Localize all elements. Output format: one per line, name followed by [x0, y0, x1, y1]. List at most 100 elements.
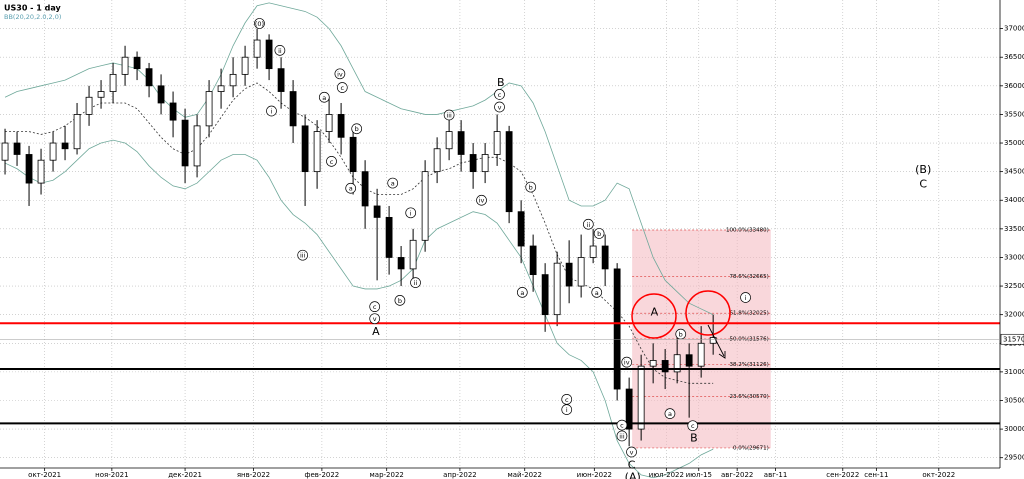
y-tick-label: 34000 — [1004, 196, 1024, 204]
wave-circle — [336, 82, 348, 93]
wave-circle — [369, 313, 381, 325]
wave-circle — [621, 356, 633, 368]
candle-body — [1, 142, 9, 161]
wave-label: c — [498, 91, 502, 99]
candle-body — [625, 388, 633, 430]
wave-label: a — [349, 185, 353, 193]
candle-body — [493, 131, 501, 155]
candle-body — [97, 91, 105, 98]
wave-circle — [525, 181, 537, 193]
candle-body — [49, 142, 57, 161]
wave-circle — [664, 408, 676, 419]
wave-label: A — [372, 325, 380, 338]
price-box — [1000, 333, 1024, 345]
wave-label: a — [391, 180, 395, 188]
candle-body — [337, 114, 345, 138]
candle-body — [589, 245, 597, 258]
y-tick-label: 32500 — [1004, 282, 1024, 290]
x-tick-label: авг-2022 — [721, 471, 753, 479]
wave-label: c — [620, 422, 624, 430]
y-tick-label: 30000 — [1004, 425, 1024, 433]
wave-label: iv — [479, 197, 485, 205]
x-tick-label: апр-2022 — [443, 471, 477, 479]
fib-label: 100.0%(33480) — [726, 227, 769, 233]
fib-label: 38.2%(31126) — [729, 362, 768, 368]
wave-label: C — [919, 178, 927, 191]
wave-circle — [351, 123, 363, 135]
wave-circle — [494, 89, 505, 100]
x-tick-label: окт-2021 — [28, 471, 61, 479]
wave-label: c — [330, 158, 334, 166]
candle-body — [613, 268, 621, 390]
candle-body — [661, 360, 669, 373]
x-tick-label: ноя-2021 — [95, 471, 128, 479]
wave-circle — [254, 18, 265, 29]
wave-circle — [405, 207, 417, 219]
wave-circle — [740, 292, 751, 303]
wave-label: c — [691, 422, 695, 430]
candle-body — [673, 354, 681, 373]
candle-body — [697, 342, 705, 367]
wave-label: A — [651, 305, 659, 318]
wave-label: B — [497, 76, 505, 89]
wave-circle — [369, 301, 381, 313]
indicator-label: BB(20,20,2.0,2,0) — [4, 13, 61, 21]
candle-body — [109, 73, 117, 92]
wave-label: b — [679, 331, 683, 339]
candle-body — [469, 154, 477, 173]
candle-body — [649, 360, 657, 367]
wave-circle — [687, 420, 699, 432]
wave-label: b — [529, 184, 533, 192]
x-tick-label: сен-11 — [864, 471, 888, 479]
candle-body — [61, 142, 69, 150]
wave-label: i — [745, 294, 747, 302]
wave-label: a — [322, 94, 326, 102]
wave-label: B — [690, 432, 698, 445]
y-tick-label: 32000 — [1004, 311, 1024, 319]
candle-body — [157, 85, 165, 104]
wave-circle — [345, 182, 357, 194]
y-tick-label: 35500 — [1004, 110, 1024, 118]
x-tick-label: июн-2022 — [577, 471, 612, 479]
wave-label: ii — [278, 47, 282, 55]
candle-body — [385, 217, 393, 258]
y-tick-label: 36500 — [1004, 53, 1024, 61]
candle-body — [541, 274, 549, 316]
wave-label: iii — [446, 111, 452, 119]
wave-label: v — [498, 103, 502, 111]
wave-circle — [593, 228, 605, 239]
candle-body — [409, 239, 417, 270]
x-tick-label: фев-2022 — [305, 471, 340, 479]
highlight-circle — [631, 293, 677, 339]
candle-body — [145, 68, 153, 87]
y-tick-label: 35000 — [1004, 139, 1024, 147]
y-tick-label: 33000 — [1004, 253, 1024, 261]
candle-body — [205, 91, 213, 127]
candle-body — [349, 136, 357, 173]
wave-circle — [387, 177, 399, 189]
x-tick-label: авг-11 — [764, 471, 788, 479]
candle-body — [73, 114, 81, 150]
candle-body — [685, 354, 693, 367]
candle-body — [421, 171, 429, 241]
wave-circle — [582, 218, 594, 230]
candle-body — [565, 262, 573, 287]
x-tick-label: дек-2021 — [168, 471, 202, 479]
wave-circle — [476, 194, 487, 206]
candle-body — [433, 148, 441, 173]
x-tick-label: янв-2022 — [237, 471, 270, 479]
wave-label: i — [410, 209, 412, 217]
candle-body — [133, 56, 141, 70]
candle-body — [529, 245, 537, 276]
wave-label: iv — [337, 70, 343, 78]
wave-circle — [616, 430, 628, 442]
candle-body — [193, 125, 201, 167]
bollinger-band — [4, 139, 714, 479]
candle-body — [13, 142, 21, 155]
candle-body — [229, 73, 237, 87]
chart-title: US30 - 1 day — [4, 4, 62, 13]
wave-circle — [591, 287, 603, 298]
x-tick-label: окт-2022 — [922, 471, 955, 479]
candle-body — [457, 131, 465, 155]
